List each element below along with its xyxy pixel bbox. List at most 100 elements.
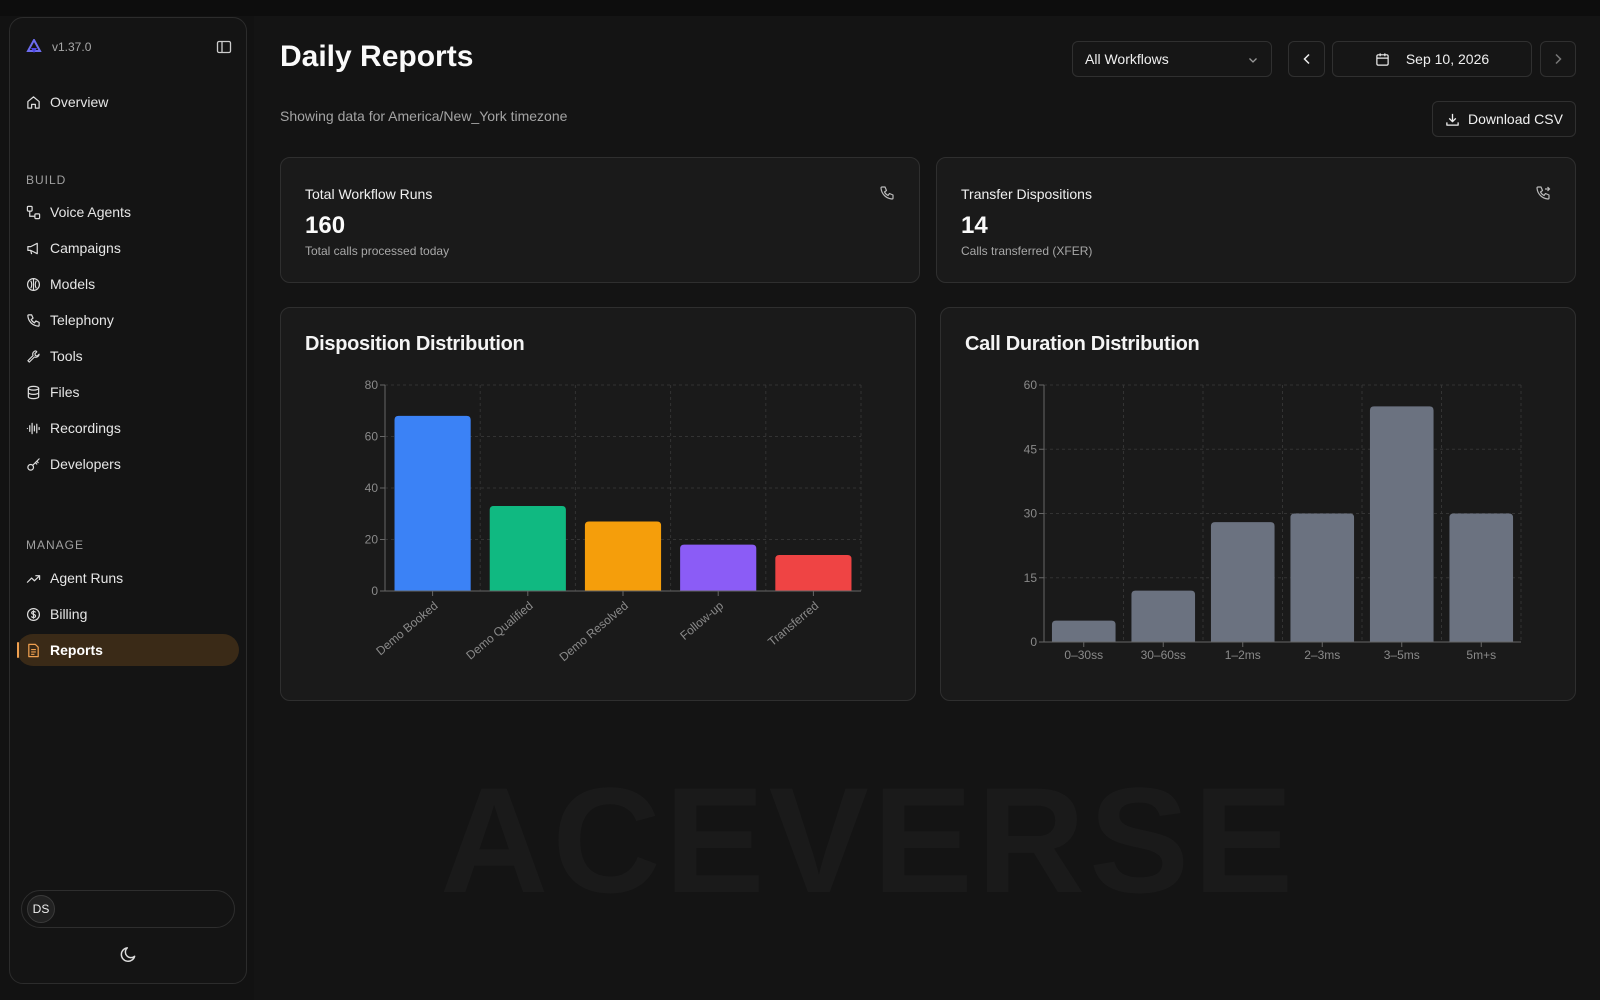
sidebar-item-label: Files: [50, 384, 80, 400]
bar[interactable]: [1290, 513, 1355, 643]
x-tick-label: 3–5ms: [1384, 648, 1420, 662]
disposition-bar-chart: 0 20 40 60 80 Demo Booked Demo Qualified Demo R…: [365, 378, 862, 665]
bar[interactable]: [680, 544, 757, 591]
megaphone-icon: [27, 242, 38, 254]
stat-description: Total calls processed today: [305, 244, 450, 258]
sidebar-item-label: Overview: [50, 94, 109, 110]
x-tick-label: Follow-up: [677, 598, 726, 642]
x-tick-label: Transferred: [765, 599, 821, 649]
sidebar-item-campaigns[interactable]: Campaigns: [17, 232, 239, 264]
chevron-down-icon: [1249, 58, 1257, 63]
next-day-button[interactable]: [1540, 41, 1576, 77]
dollar-circle-icon: [26, 607, 41, 621]
bar[interactable]: [489, 506, 566, 591]
workflow-select-value: All Workflows: [1085, 51, 1169, 67]
x-tick-label: Demo Qualified: [463, 599, 535, 663]
wrench-icon: [27, 349, 40, 363]
sidebar-item-developers[interactable]: Developers: [17, 448, 239, 480]
database-icon: [27, 385, 40, 399]
bar[interactable]: [584, 521, 662, 591]
disposition-chart-card: Disposition Distribution 0 20 40 60 80 Demo B…: [280, 307, 916, 701]
moon-icon[interactable]: [120, 945, 138, 963]
download-icon: [1446, 113, 1459, 126]
sidebar-item-label: Developers: [50, 456, 121, 472]
sidebar-item-files[interactable]: Files: [17, 376, 239, 408]
y-tick-label: 20: [365, 533, 379, 547]
key-icon: [27, 457, 40, 471]
bar[interactable]: [394, 415, 471, 591]
x-tick-label: Demo Booked: [373, 599, 440, 659]
sidebar-item-recordings[interactable]: Recordings: [17, 412, 239, 444]
sidebar-item-label: Billing: [50, 606, 88, 622]
sidebar-item-billing[interactable]: Billing: [17, 598, 239, 630]
bar[interactable]: [775, 554, 852, 591]
y-tick-label: 45: [1024, 442, 1038, 456]
watermark: ACEVERSE: [440, 756, 1298, 924]
trending-up-icon: [26, 574, 41, 583]
chevron-right-icon: [1555, 53, 1562, 65]
chevron-left-icon: [1302, 53, 1310, 65]
app-version: v1.37.0: [52, 40, 92, 54]
y-tick-label: 80: [365, 378, 379, 392]
sidebar-item-label: Agent Runs: [50, 570, 124, 586]
sidebar-item-agent-runs[interactable]: Agent Runs: [17, 562, 239, 594]
sidebar-item-label: Voice Agents: [50, 204, 131, 220]
bar[interactable]: [1131, 590, 1196, 642]
top-strip: [0, 0, 1600, 16]
stat-value: 14: [961, 212, 988, 239]
sidebar-item-reports[interactable]: Reports: [17, 634, 239, 666]
home-icon: [27, 95, 40, 109]
page-title: Daily Reports: [280, 40, 474, 73]
download-csv-button[interactable]: Download CSV: [1432, 101, 1576, 137]
phone-icon: [880, 186, 894, 200]
stat-title: Total Workflow Runs: [305, 186, 433, 202]
prev-day-button[interactable]: [1288, 41, 1325, 77]
x-tick-label: 0–30ss: [1064, 648, 1103, 662]
sidebar-item-label: Models: [50, 276, 96, 292]
chart-title: Call Duration Distribution: [965, 333, 1200, 355]
sidebar-item-label: Recordings: [50, 420, 121, 436]
brain-icon: [26, 277, 41, 291]
bar[interactable]: [1449, 513, 1514, 643]
x-tick-label: 2–3ms: [1304, 648, 1340, 662]
section-label-manage: MANAGE: [26, 538, 85, 552]
bar[interactable]: [1369, 406, 1434, 642]
app-logo-icon: [26, 39, 42, 53]
duration-bar-chart: 0 15 30 45 60 0–30ss 30–60ss 1–2ms 2–3ms 3–5ms 5m+…: [1024, 378, 1522, 662]
stat-title: Transfer Dispositions: [961, 186, 1092, 202]
calendar-icon: [1376, 52, 1389, 66]
sidebar-item-label: Campaigns: [50, 240, 121, 256]
x-tick-label: 30–60ss: [1141, 648, 1186, 662]
stat-card-transfer-dispositions: Transfer Dispositions 14 Calls transferr…: [936, 157, 1576, 283]
sidebar-item-tools[interactable]: Tools: [17, 340, 239, 372]
bar[interactable]: [1210, 522, 1275, 642]
workflow-select[interactable]: All Workflows: [1072, 41, 1272, 77]
date-picker-button[interactable]: Sep 10, 2026: [1332, 41, 1532, 77]
sidebar-item-label: Telephony: [50, 312, 114, 328]
y-tick-label: 0: [371, 584, 378, 598]
user-menu[interactable]: DS: [21, 890, 235, 928]
section-label-build: BUILD: [26, 173, 67, 187]
avatar: DS: [27, 895, 55, 923]
sidebar-item-telephony[interactable]: Telephony: [17, 304, 239, 336]
phone-icon: [27, 313, 40, 327]
sidebar: v1.37.0 Overview BUILD Voice Agents Camp…: [9, 17, 247, 984]
bar[interactable]: [1051, 620, 1116, 642]
y-tick-label: 40: [365, 481, 379, 495]
sidebar-item-overview[interactable]: Overview: [17, 86, 239, 118]
phone-forwarded-icon: [1536, 186, 1551, 200]
y-tick-label: 0: [1030, 635, 1037, 649]
y-tick-label: 60: [365, 430, 379, 444]
x-tick-label: 1–2ms: [1225, 648, 1261, 662]
chart-title: Disposition Distribution: [305, 333, 525, 355]
sidebar-item-voice-agents[interactable]: Voice Agents: [17, 196, 239, 228]
sidebar-item-models[interactable]: Models: [17, 268, 239, 300]
y-tick-label: 15: [1024, 571, 1038, 585]
duration-chart-card: Call Duration Distribution 0 15 30 45 60 0–30…: [940, 307, 1576, 701]
sidebar-item-label: Reports: [50, 642, 103, 658]
x-tick-label: Demo Resolved: [557, 599, 631, 665]
sidebar-toggle-icon[interactable]: [216, 39, 232, 55]
audio-waveform-icon: [26, 422, 40, 434]
stat-value: 160: [305, 212, 346, 239]
sidebar-item-label: Tools: [50, 348, 83, 364]
